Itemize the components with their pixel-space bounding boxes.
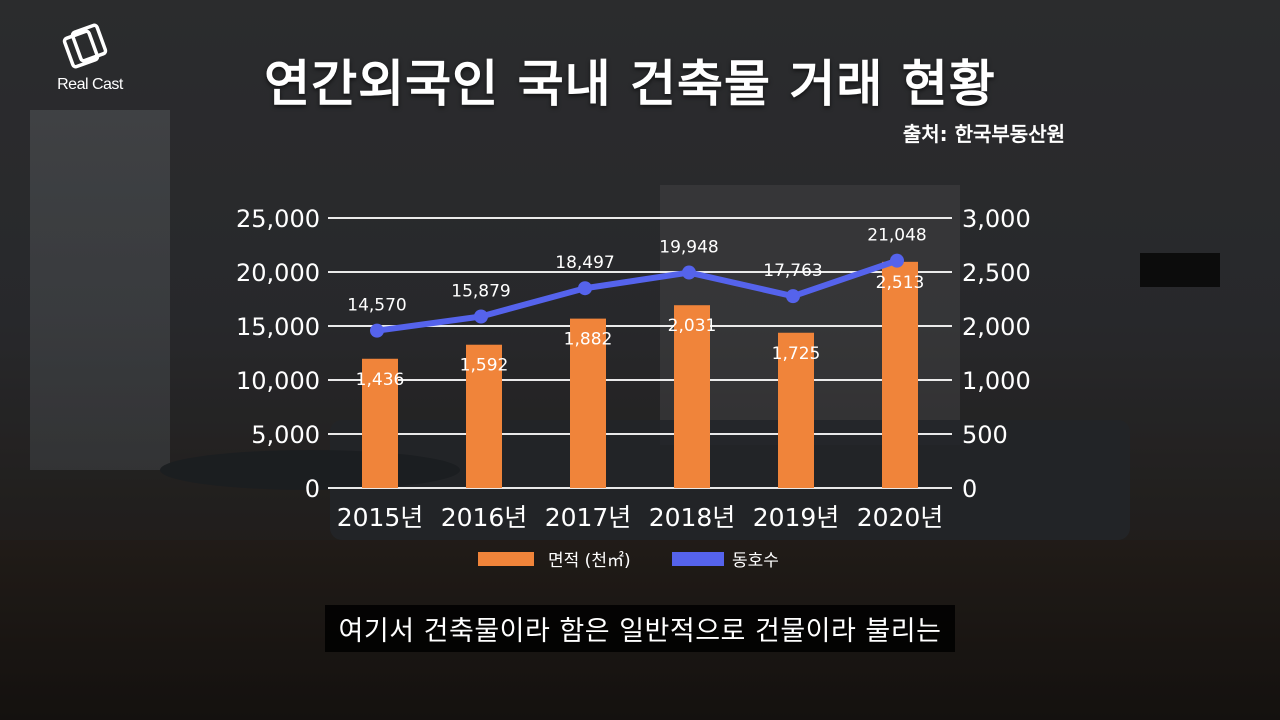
line-data-label: 18,497 bbox=[555, 253, 614, 273]
legend-label-bar: 면적 (천㎡) bbox=[548, 551, 631, 571]
y-left-tick-label: 20,000 bbox=[236, 259, 320, 287]
brand-name: Real Cast bbox=[57, 76, 123, 93]
bar bbox=[674, 305, 710, 488]
x-tick-label: 2016년 bbox=[441, 503, 528, 532]
y-right-tick-label: 500 bbox=[962, 421, 1008, 449]
line-data-label: 14,570 bbox=[347, 296, 406, 316]
y-left-tick-label: 0 bbox=[305, 475, 320, 503]
line-data-label: 21,048 bbox=[867, 226, 926, 246]
bar-data-label: 1,725 bbox=[772, 344, 821, 364]
bar-data-label: 1,436 bbox=[356, 370, 405, 390]
x-tick-label: 2015년 bbox=[337, 503, 424, 532]
line-point bbox=[890, 253, 904, 268]
y-right-tick-label: 1,000 bbox=[962, 367, 1031, 395]
bar bbox=[570, 318, 606, 488]
bar bbox=[362, 358, 398, 488]
source-note: 출처: 한국부동산원 bbox=[902, 122, 1065, 146]
line-series bbox=[374, 257, 900, 334]
background-lamp bbox=[1140, 253, 1220, 287]
bar-data-label: 2,513 bbox=[876, 273, 925, 293]
brand-logo-icon bbox=[62, 23, 108, 69]
bar bbox=[778, 332, 814, 488]
subtitle-caption: 여기서 건축물이라 함은 일반적으로 건물이라 불리는 bbox=[240, 604, 1040, 652]
background-table bbox=[160, 450, 460, 490]
y-left-tick-label: 15,000 bbox=[236, 313, 320, 341]
x-tick-label: 2017년 bbox=[545, 503, 632, 532]
y-left-tick-label: 5,000 bbox=[251, 421, 320, 449]
x-tick-label: 2018년 bbox=[649, 503, 736, 532]
subtitle-text: 여기서 건축물이라 함은 일반적으로 건물이라 불리는 bbox=[324, 604, 956, 652]
legend-label-line: 동호수 bbox=[732, 551, 779, 571]
y-right-tick-label: 3,000 bbox=[962, 205, 1031, 233]
line-point bbox=[786, 289, 800, 304]
y-right-tick-label: 2,500 bbox=[962, 259, 1031, 287]
x-tick-label: 2020년 bbox=[857, 503, 944, 532]
background-window bbox=[30, 110, 170, 470]
line-point bbox=[578, 281, 592, 296]
x-tick-label: 2019년 bbox=[753, 503, 840, 532]
y-right-tick-label: 2,000 bbox=[962, 313, 1031, 341]
line-point bbox=[474, 309, 488, 324]
line-point bbox=[370, 323, 384, 338]
bar-data-label: 1,592 bbox=[460, 356, 509, 376]
bar bbox=[882, 261, 918, 488]
y-left-tick-label: 25,000 bbox=[236, 205, 320, 233]
bar bbox=[466, 344, 502, 488]
page-title: 연간외국인 국내 건축물 거래 현황 bbox=[264, 55, 996, 113]
y-left-tick-label: 10,000 bbox=[236, 367, 320, 395]
line-data-label: 15,879 bbox=[451, 282, 510, 302]
line-data-label: 17,763 bbox=[763, 261, 822, 281]
bar-data-label: 1,882 bbox=[564, 330, 613, 350]
line-point bbox=[682, 265, 696, 280]
background-sofa bbox=[330, 420, 1130, 540]
line-data-label: 19,948 bbox=[659, 238, 718, 258]
legend-swatch-bar bbox=[478, 552, 534, 566]
legend-swatch-line bbox=[672, 552, 724, 566]
bar-data-label: 2,031 bbox=[668, 316, 717, 336]
brand-logo: Real Cast bbox=[50, 18, 130, 98]
y-right-tick-label: 0 bbox=[962, 475, 977, 503]
